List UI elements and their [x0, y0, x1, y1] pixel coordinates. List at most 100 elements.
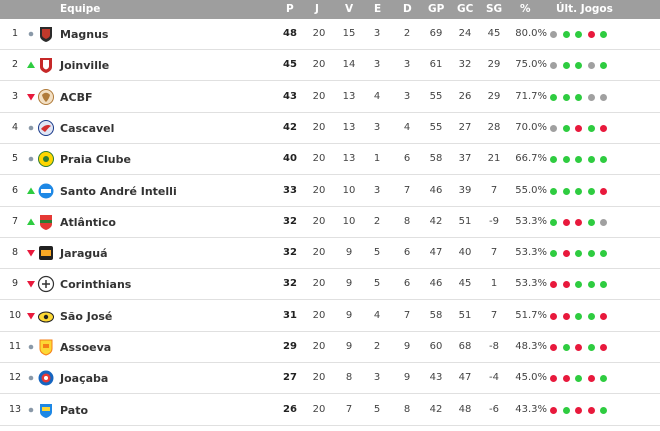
arrow-down-icon: [26, 248, 36, 258]
points: 27: [283, 372, 297, 384]
games: 20: [312, 372, 326, 384]
result-win-dot-icon: [575, 62, 583, 70]
draws: 4: [373, 90, 381, 102]
table-row[interactable]: 6 Santo André Intelli 33 20 10 3 7 46 39 7 55.0%: [0, 176, 660, 207]
jaragua-crest-icon[interactable]: [37, 244, 55, 262]
goals-against: 68: [458, 341, 472, 352]
goals-for: 42: [429, 215, 443, 227]
table-row[interactable]: 10 São José 31 20 9 4 7 58 51 7 51.7%: [0, 301, 660, 332]
table-row[interactable]: 9 Corinthians 32 20 9 5 6 46 45 1 53.3%: [0, 269, 660, 301]
last-games: [550, 187, 613, 200]
draws: 3: [373, 28, 381, 39]
points: 42: [283, 121, 297, 133]
header-goals-for[interactable]: GP: [428, 3, 445, 15]
header-losses[interactable]: D: [403, 3, 412, 15]
result-win-dot-icon: [575, 312, 583, 320]
header-draws[interactable]: E: [374, 3, 382, 15]
team-name[interactable]: Assoeva: [60, 341, 112, 354]
assoeva-crest-icon[interactable]: [37, 338, 55, 356]
arrow-down-icon: [26, 311, 36, 321]
team-name[interactable]: Pato: [60, 403, 89, 417]
result-win-dot-icon: [550, 187, 557, 195]
result-loss-dot-icon: [550, 312, 557, 320]
table-row[interactable]: 11 Assoeva 29 20 9 2 9 60 68 -8 48.3%: [0, 332, 660, 363]
team-name[interactable]: Atlântico: [60, 215, 116, 229]
header-wins[interactable]: V: [345, 3, 354, 15]
result-win-dot-icon: [562, 406, 570, 414]
result-loss-dot-icon: [600, 344, 608, 351]
goals-for: 46: [429, 278, 443, 290]
team-name[interactable]: Joaçaba: [60, 372, 109, 386]
last-games: [550, 406, 613, 419]
result-win-dot-icon: [587, 312, 595, 320]
percentage: 55.0%: [515, 184, 547, 196]
table-row[interactable]: 4 Cascavel 42 20 13 3 4 55 27 28 70.0%: [0, 113, 660, 144]
position: 11: [8, 341, 22, 352]
team-name[interactable]: Cascavel: [60, 121, 115, 135]
cascavel-crest-icon[interactable]: [37, 119, 55, 137]
sao-jose-crest-icon[interactable]: [37, 307, 55, 325]
joacaba-crest-icon[interactable]: [37, 369, 55, 387]
table-row[interactable]: 1 Magnus 48 20 15 3 2 69 24 45 80.0%: [0, 19, 660, 50]
magnus-crest-icon[interactable]: [37, 25, 55, 43]
last-games: [550, 93, 613, 106]
team-name[interactable]: Joinville: [60, 59, 110, 73]
draws: 2: [373, 341, 381, 352]
header-games[interactable]: J: [315, 3, 319, 15]
result-win-dot-icon: [562, 156, 570, 164]
joinville-crest-icon[interactable]: [37, 56, 55, 74]
draws: 3: [373, 121, 381, 133]
table-row[interactable]: 12 Joaçaba 27 20 8 3 9 43 47 -4 45.0%: [0, 363, 660, 395]
position: 7: [11, 215, 19, 227]
dot-icon: [26, 154, 36, 164]
pato-crest-icon[interactable]: [37, 401, 55, 419]
team-name[interactable]: Magnus: [60, 28, 109, 41]
dot-icon: [26, 405, 36, 415]
header-goals-against[interactable]: GC: [457, 3, 474, 15]
position: 1: [11, 28, 19, 39]
result-draw-dot-icon: [600, 218, 608, 226]
percentage: 53.3%: [515, 278, 547, 290]
team-name[interactable]: Santo André Intelli: [60, 184, 177, 198]
header-team[interactable]: Equipe: [60, 3, 101, 15]
team-name[interactable]: ACBF: [60, 90, 93, 104]
result-loss-dot-icon: [575, 124, 583, 132]
header-points[interactable]: P: [286, 3, 294, 15]
team-name[interactable]: Praia Clube: [60, 153, 131, 167]
result-win-dot-icon: [562, 31, 570, 38]
goals-for: 58: [429, 309, 443, 321]
points: 26: [283, 403, 297, 415]
table-row[interactable]: 2 Joinville 45 20 14 3 3 61 32 29 75.0%: [0, 50, 660, 82]
atlantico-crest-icon[interactable]: [37, 213, 55, 231]
team-name[interactable]: São José: [60, 309, 113, 323]
position: 10: [8, 309, 22, 321]
team-name[interactable]: Corinthians: [60, 278, 132, 292]
result-loss-dot-icon: [562, 312, 570, 320]
dot-icon: [26, 29, 36, 39]
result-loss-dot-icon: [550, 406, 557, 414]
goals-for: 46: [429, 184, 443, 196]
corinthians-crest-icon[interactable]: [37, 275, 55, 293]
result-win-dot-icon: [587, 187, 595, 195]
result-loss-dot-icon: [587, 375, 595, 383]
goal-difference: 21: [487, 153, 501, 165]
acbf-crest-icon[interactable]: [37, 88, 55, 106]
table-row[interactable]: 5 Praia Clube 40 20 13 1 6 58 37 21 66.7%: [0, 144, 660, 176]
table-row[interactable]: 3 ACBF 43 20 13 4 3 55 26 29 71.7%: [0, 82, 660, 113]
goals-against: 32: [458, 59, 472, 71]
table-row[interactable]: 7 Atlântico 32 20 10 2 8 42 51 -9 53.3%: [0, 207, 660, 238]
goals-against: 39: [458, 184, 472, 196]
santo-andre-crest-icon[interactable]: [37, 182, 55, 200]
header-goal-diff[interactable]: SG: [486, 3, 503, 15]
team-name[interactable]: Jaraguá: [60, 247, 108, 261]
goals-against: 45: [458, 278, 472, 290]
draws: 5: [373, 278, 381, 290]
points: 31: [283, 309, 297, 321]
result-win-dot-icon: [562, 62, 570, 70]
wins: 13: [342, 90, 356, 102]
table-row[interactable]: 13 Pato 26 20 7 5 8 42 48 -6 43.3%: [0, 395, 660, 426]
games: 20: [312, 247, 326, 259]
header-percentage[interactable]: %: [520, 3, 531, 15]
table-row[interactable]: 8 Jaraguá 32 20 9 5 6 47 40 7 53.3%: [0, 238, 660, 270]
praia-clube-crest-icon[interactable]: [37, 150, 55, 168]
